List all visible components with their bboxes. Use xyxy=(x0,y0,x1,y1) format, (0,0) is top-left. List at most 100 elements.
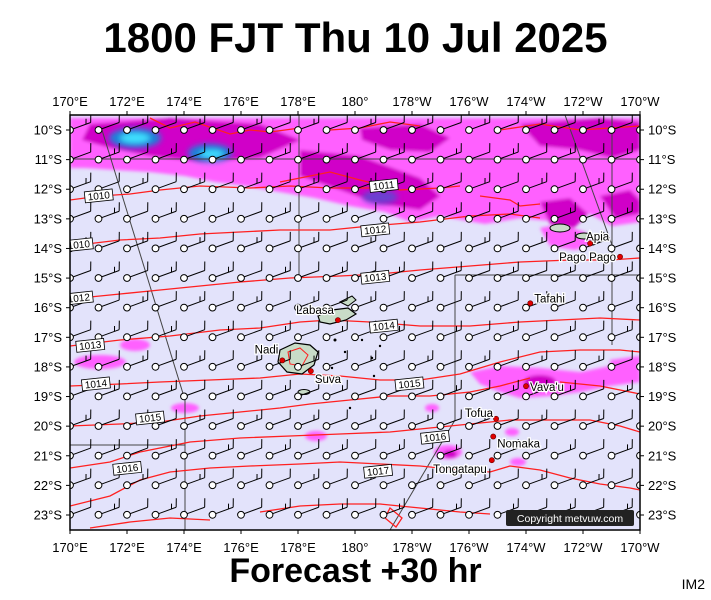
lat-label: 13°S xyxy=(648,211,677,226)
wind-barb xyxy=(607,115,633,134)
wind-barb xyxy=(151,379,177,401)
isobar-label: 1014 xyxy=(368,318,399,334)
wind-barb xyxy=(607,409,633,430)
wind-barb xyxy=(123,172,149,194)
place-marker: Nadi xyxy=(253,343,286,364)
wind-barb xyxy=(208,291,234,312)
wind-barb xyxy=(522,231,548,253)
wind-barb xyxy=(151,439,177,460)
wind-barb xyxy=(379,409,405,430)
wind-barb xyxy=(579,172,605,194)
lat-label: 10°S xyxy=(648,123,677,138)
wind-barb xyxy=(94,409,120,430)
wind-barb xyxy=(607,439,633,460)
wind-barb xyxy=(408,468,434,490)
wind-barb xyxy=(94,350,120,371)
wind-barb xyxy=(522,261,548,282)
isobar-label: 1015 xyxy=(135,410,166,426)
lat-label: 14°S xyxy=(648,241,677,256)
wind-barb xyxy=(123,291,149,312)
wind-barb xyxy=(208,439,234,460)
wind-barb xyxy=(351,291,377,312)
wind-barb xyxy=(465,468,491,490)
wind-barb xyxy=(522,115,548,134)
wind-barb xyxy=(379,231,405,253)
wind-barb xyxy=(408,172,434,194)
wind-barb xyxy=(94,498,120,519)
wind-barb xyxy=(70,261,92,282)
isobar-value: 1013 xyxy=(79,340,103,353)
wind-barb xyxy=(436,143,462,164)
lat-label: 23°S xyxy=(648,508,677,523)
wind-barb xyxy=(436,291,462,312)
wind-barb xyxy=(294,202,320,223)
wind-barb xyxy=(465,291,491,312)
wind-barb xyxy=(265,350,291,371)
wind-barb xyxy=(265,172,291,194)
place-dot xyxy=(307,368,314,374)
lat-label: 21°S xyxy=(648,448,677,463)
wind-barb xyxy=(237,231,263,253)
wind-barb xyxy=(493,143,519,164)
forecast-label: Forecast +30 hr xyxy=(229,552,482,590)
wind-barb xyxy=(70,320,92,342)
wind-barb xyxy=(465,498,491,519)
place-markers: Apia Pago Pago Tafahi Labasa Nadi Suva Vava'u T… xyxy=(253,230,623,477)
wind-barb xyxy=(408,350,434,371)
wind-barb xyxy=(208,498,234,519)
wind-barb xyxy=(408,143,434,164)
lat-label: 16°S xyxy=(34,300,63,315)
wind-barb xyxy=(579,468,605,490)
wind-barb xyxy=(322,409,348,430)
wind-barb xyxy=(465,143,491,164)
wind-barb xyxy=(265,143,291,164)
wind-barb xyxy=(351,439,377,460)
wind-barb xyxy=(208,231,234,253)
wind-barb xyxy=(151,409,177,430)
lon-label: 174°E xyxy=(166,94,202,109)
wind-barb xyxy=(579,143,605,164)
wind-barb xyxy=(94,202,120,223)
wind-barb xyxy=(550,172,576,194)
lat-label: 16°S xyxy=(648,300,677,315)
wind-barb xyxy=(180,439,206,460)
place-label: Tongatapu xyxy=(433,464,487,476)
place-marker: Tafahi xyxy=(527,292,566,307)
wind-barb xyxy=(151,202,177,223)
wind-barb xyxy=(237,115,263,134)
lon-label: 178°W xyxy=(392,540,432,555)
wind-barb xyxy=(180,143,206,164)
wind-barb xyxy=(465,172,491,194)
place-dot xyxy=(523,383,529,390)
wind-barb xyxy=(436,468,462,490)
lon-label: 170°E xyxy=(52,540,88,555)
isobar-value: 1012 xyxy=(364,224,388,237)
wind-barb xyxy=(237,468,263,490)
isobar-label: 1017 xyxy=(363,463,394,479)
isobar-value: 1016 xyxy=(116,463,140,476)
wind-barb xyxy=(379,439,405,460)
wind-barb xyxy=(493,291,519,312)
isobar-label: 1015 xyxy=(394,376,425,392)
wind-barb xyxy=(123,231,149,253)
wind-barb xyxy=(294,291,320,312)
lon-label: 174°W xyxy=(506,540,546,555)
wind-barb xyxy=(294,320,320,342)
wind-barb xyxy=(151,115,177,134)
wind-barb xyxy=(180,320,206,342)
wind-barb xyxy=(265,291,291,312)
wind-barb xyxy=(436,409,462,430)
lat-label: 19°S xyxy=(648,389,677,404)
wind-barb xyxy=(180,115,206,134)
wind-barb xyxy=(180,379,206,401)
lat-label: 11°S xyxy=(35,152,63,167)
lon-label: 176°E xyxy=(223,94,259,109)
isobar-label: 1010 xyxy=(70,237,94,252)
isobar-label: 1016 xyxy=(112,460,143,476)
wind-barb xyxy=(123,261,149,282)
wind-barb xyxy=(550,320,576,342)
wind-barb xyxy=(123,379,149,401)
wind-barb xyxy=(522,350,548,371)
wind-barb xyxy=(550,350,576,371)
wind-barb xyxy=(123,498,149,519)
